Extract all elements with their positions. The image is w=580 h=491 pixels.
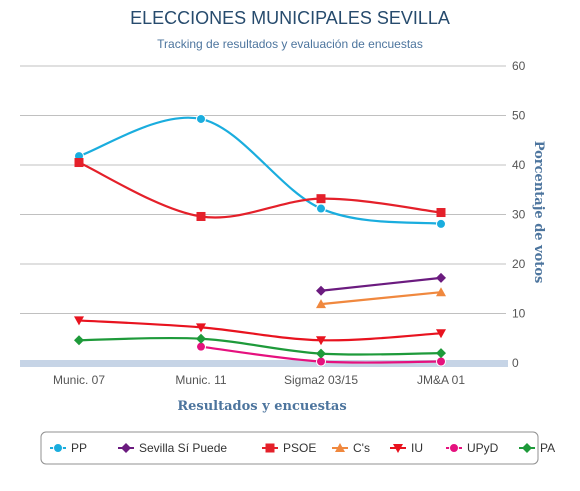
y-tick-label: 20: [512, 257, 526, 271]
y-tick-label: 10: [512, 307, 526, 321]
series-line: [78, 116, 442, 225]
data-point: [316, 285, 326, 296]
y-tick-label: 50: [512, 109, 526, 123]
legend-marker: [53, 443, 63, 453]
legend-marker: [449, 443, 459, 453]
legend-item: C's: [332, 441, 370, 455]
legend-label: Sevilla Sí Puede: [139, 441, 227, 455]
series-sevilla-s-puede: [316, 272, 446, 296]
data-point: [316, 194, 326, 204]
legend-item: PA: [519, 441, 555, 455]
series-line: [78, 336, 442, 356]
legend-item: PSOE: [262, 441, 316, 455]
series-pp: [74, 113, 446, 229]
chart-title: ELECCIONES MUNICIPALES SEVILLA: [130, 8, 450, 28]
data-point: [196, 211, 206, 221]
legend-marker: [121, 443, 131, 453]
series-c-s: [316, 287, 446, 309]
y-tick-label: 30: [512, 208, 526, 222]
data-point: [436, 287, 446, 297]
legend-marker: [522, 443, 532, 453]
y-tick-label: 60: [512, 59, 526, 73]
series-line: [78, 319, 442, 342]
series-line: [320, 291, 442, 306]
y-tick-label: 40: [512, 158, 526, 172]
legend-marker: [265, 443, 275, 453]
legend-item: PP: [50, 441, 87, 455]
data-point: [316, 348, 326, 359]
x-tick-labels: Munic. 07 Munic. 11 Sigma2 03/15 JM&A 01: [53, 373, 465, 387]
legend-marker: [335, 443, 345, 452]
legend-label: UPyD: [467, 441, 499, 455]
data-point: [436, 348, 446, 359]
data-point: [316, 203, 326, 214]
legend-label: PP: [71, 441, 87, 455]
series-psoe: [74, 158, 446, 221]
grid: [20, 65, 506, 314]
data-point: [316, 299, 326, 309]
legend-label: C's: [353, 441, 370, 455]
x-tick-label: Munic. 11: [175, 373, 226, 387]
series: [74, 113, 446, 367]
legend-item: Sevilla Sí Puede: [118, 441, 227, 455]
data-point: [196, 333, 206, 344]
series-pa: [74, 333, 446, 359]
data-point: [436, 272, 446, 283]
data-point: [316, 336, 326, 346]
x-tick-label: Sigma2 03/15: [284, 373, 358, 387]
x-axis-title: Resultados y encuestas: [177, 399, 346, 414]
legend-label: PSOE: [283, 441, 316, 455]
series-line: [320, 276, 442, 292]
y-tick-label: 0: [512, 356, 519, 370]
x-tick-label: Munic. 07: [53, 373, 105, 387]
legend-item: UPyD: [446, 441, 499, 455]
legend-item: IU: [390, 441, 423, 455]
x-axis-band: [20, 360, 508, 367]
x-tick-label: JM&A 01: [417, 373, 465, 387]
data-point: [436, 329, 446, 339]
series-line: [78, 161, 442, 219]
legend-label: PA: [540, 441, 555, 455]
data-point: [196, 113, 206, 124]
data-point: [196, 323, 206, 333]
legend-label: IU: [411, 441, 423, 455]
y-tick-labels: 0 10 20 30 40 50 60: [512, 59, 526, 370]
y-axis-title: Porcentaje de votos: [531, 141, 546, 284]
data-point: [436, 218, 446, 229]
data-point: [74, 316, 84, 326]
legend-marker: [393, 444, 403, 453]
data-point: [436, 208, 446, 218]
series-iu: [74, 316, 446, 346]
data-point: [74, 335, 84, 346]
data-point: [436, 356, 446, 367]
data-point: [74, 158, 84, 168]
legend-box: [40, 431, 539, 465]
chart-subtitle: Tracking de resultados y evaluación de e…: [157, 37, 423, 51]
legend: PP Sevilla Sí Puede PSOE C's IU UPyD PA: [50, 441, 555, 455]
